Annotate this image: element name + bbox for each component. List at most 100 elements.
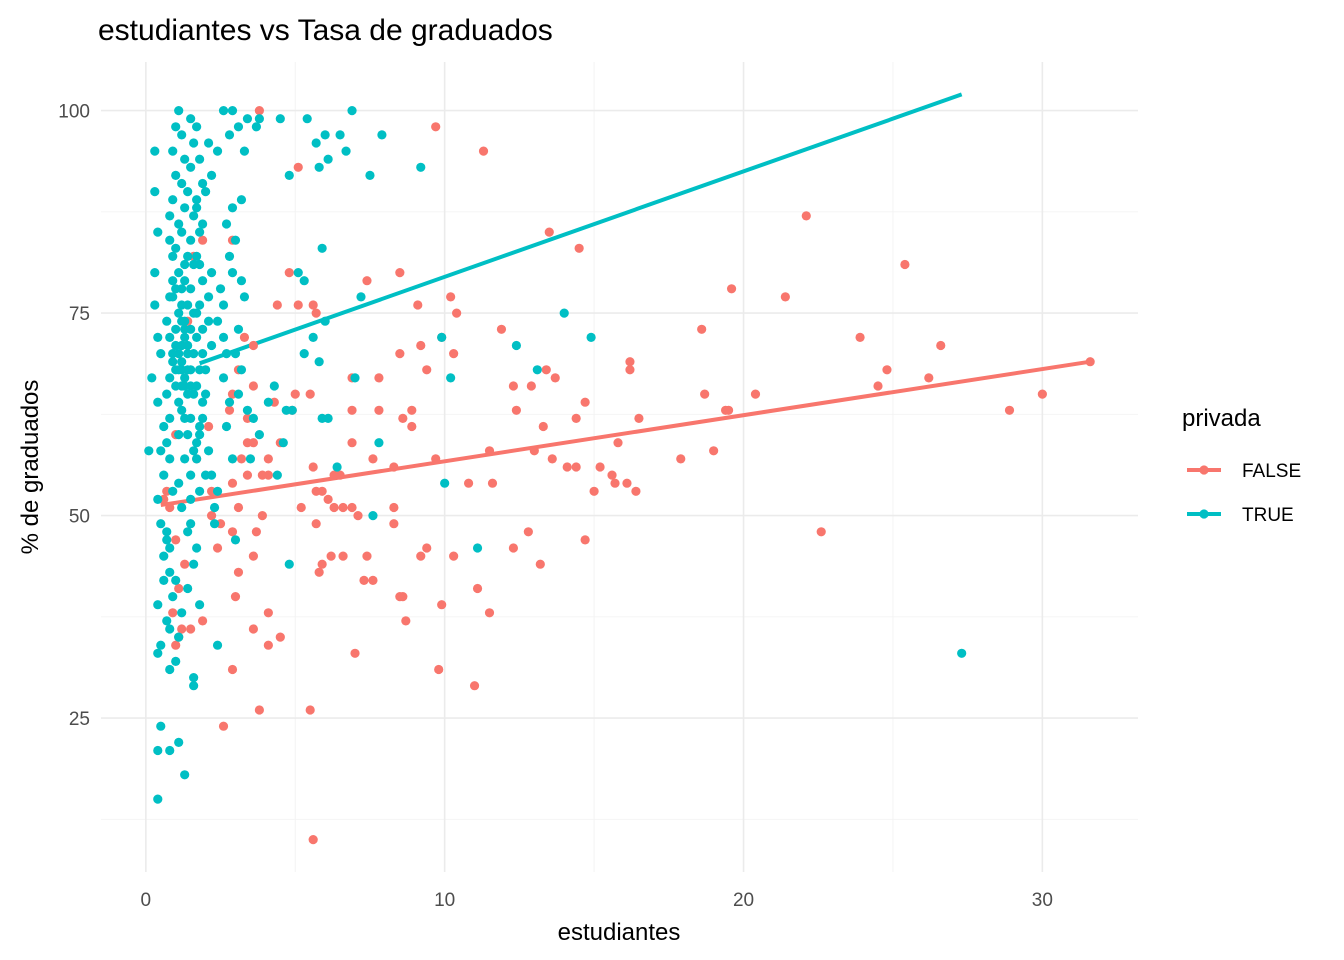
data-point	[446, 373, 456, 383]
x-axis-ticks: 0 10 20 30	[141, 890, 1053, 911]
data-point	[308, 835, 318, 845]
data-point	[177, 405, 187, 415]
data-point	[398, 413, 408, 423]
data-point	[341, 146, 351, 156]
data-point	[407, 405, 417, 415]
data-point	[183, 251, 193, 261]
data-point	[198, 324, 208, 334]
data-point	[284, 559, 294, 569]
data-point	[171, 656, 181, 667]
data-point	[153, 494, 163, 504]
data-point	[242, 470, 253, 480]
data-point	[227, 527, 238, 537]
data-point	[233, 502, 244, 513]
data-point	[174, 430, 184, 440]
data-point	[251, 122, 262, 132]
data-point	[186, 162, 196, 172]
data-point	[183, 430, 193, 440]
data-point	[882, 365, 892, 375]
x-tick-label: 0	[141, 890, 152, 911]
data-point	[463, 478, 474, 488]
data-point	[449, 349, 459, 359]
data-point	[816, 527, 826, 537]
data-point	[168, 292, 178, 302]
data-point	[449, 551, 459, 561]
data-point	[484, 608, 495, 618]
data-point	[218, 106, 229, 116]
data-point	[416, 551, 426, 561]
legend-label: FALSE	[1242, 461, 1301, 482]
data-point	[511, 405, 521, 415]
data-point	[535, 559, 545, 569]
data-point	[221, 421, 232, 432]
data-point	[150, 146, 160, 156]
data-point	[206, 268, 217, 278]
data-point	[177, 381, 187, 391]
data-point	[195, 421, 205, 432]
data-point	[195, 300, 205, 310]
data-point	[174, 268, 184, 278]
data-point	[180, 324, 190, 334]
data-point	[159, 551, 169, 561]
data-point	[236, 454, 247, 464]
data-point	[389, 519, 399, 529]
data-point	[221, 219, 232, 229]
data-point	[248, 381, 259, 391]
data-point	[177, 130, 187, 140]
data-points	[144, 106, 1095, 845]
data-point	[227, 664, 238, 675]
data-point	[177, 227, 187, 237]
data-point	[218, 373, 229, 383]
data-point	[183, 389, 193, 399]
data-point	[192, 438, 202, 448]
data-point	[347, 405, 357, 415]
data-point	[368, 454, 378, 464]
data-point	[159, 421, 169, 432]
data-point	[150, 187, 160, 197]
data-point	[186, 624, 196, 634]
data-point	[416, 340, 426, 351]
trend-lines	[160, 92, 1091, 508]
data-point	[198, 178, 208, 189]
data-point	[254, 114, 264, 124]
data-point	[311, 308, 321, 318]
data-point	[153, 332, 163, 342]
data-point	[263, 640, 273, 650]
data-point	[589, 486, 599, 496]
x-axis-title: estudiantes	[558, 919, 681, 946]
legend-key-point	[1199, 509, 1209, 519]
data-point	[472, 543, 483, 553]
data-point	[242, 114, 253, 124]
data-point	[242, 405, 253, 415]
data-point	[239, 146, 250, 156]
data-point	[308, 332, 318, 342]
data-point	[723, 405, 734, 415]
data-point	[347, 106, 357, 116]
data-point	[374, 438, 384, 448]
data-point	[272, 470, 282, 480]
data-point	[174, 632, 184, 642]
trend-line	[198, 92, 963, 366]
data-point	[365, 170, 375, 180]
data-point	[1085, 357, 1095, 367]
data-point	[332, 462, 342, 472]
data-point	[353, 510, 363, 521]
data-point	[180, 559, 190, 569]
data-point	[171, 575, 181, 586]
data-point	[195, 600, 205, 610]
data-point	[162, 438, 172, 448]
data-point	[335, 130, 345, 140]
data-point	[147, 373, 157, 383]
data-point	[389, 502, 399, 513]
data-point	[311, 138, 321, 148]
data-point	[168, 349, 178, 359]
y-tick-label: 25	[69, 709, 90, 730]
data-point	[174, 737, 184, 748]
data-point	[203, 138, 214, 148]
data-point	[263, 454, 273, 464]
data-point	[538, 421, 548, 432]
data-point	[362, 551, 372, 561]
data-point	[317, 486, 327, 496]
data-point	[359, 575, 369, 586]
data-point	[215, 284, 226, 294]
